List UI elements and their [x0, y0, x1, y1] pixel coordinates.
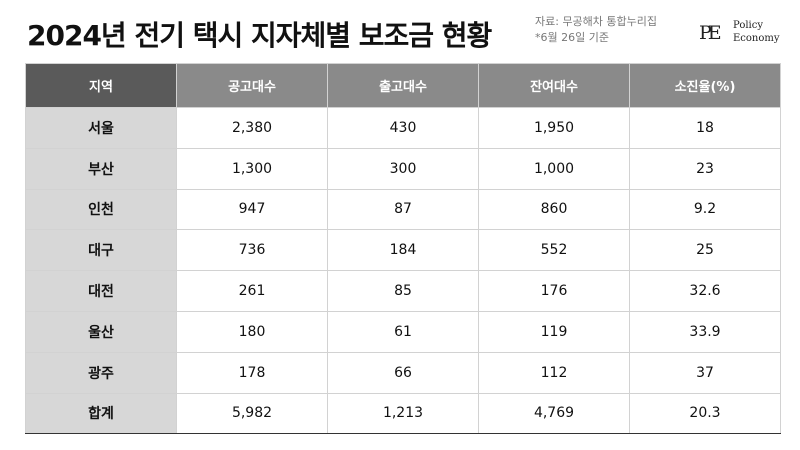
column-header-region: 지역 — [25, 63, 177, 108]
policy-economy-logo: PE Policy Economy — [699, 16, 781, 50]
table-row: 대전 261 85 176 32.6 — [25, 270, 781, 312]
delivered-cell: 300 — [327, 147, 479, 190]
subsidy-table: 지역 공고대수 출고대수 잔여대수 소진율(%) 서울 2,380 430 1,… — [25, 63, 781, 435]
remaining-cell: 176 — [478, 270, 630, 312]
delivered-cell: 87 — [327, 188, 479, 231]
delivered-cell: 66 — [327, 351, 479, 394]
column-header-remaining: 잔여대수 — [478, 63, 630, 108]
region-cell: 서울 — [25, 107, 177, 149]
rate-cell: 32.6 — [629, 270, 781, 312]
announced-cell: 947 — [176, 188, 328, 231]
logo-mark-icon: PE — [699, 22, 722, 44]
source-line: 자료: 무공해차 통합누리집 — [535, 15, 658, 28]
region-cell: 대구 — [25, 229, 177, 272]
region-cell: 광주 — [25, 351, 177, 394]
region-cell: 합계 — [25, 392, 177, 435]
announced-cell: 180 — [176, 310, 328, 353]
rate-cell: 9.2 — [629, 188, 781, 231]
table-row: 부산 1,300 300 1,000 23 — [25, 147, 781, 190]
delivered-cell: 85 — [327, 270, 479, 312]
region-cell: 부산 — [25, 147, 177, 190]
announced-cell: 5,982 — [176, 392, 328, 435]
column-header-delivered: 출고대수 — [327, 63, 479, 108]
rate-cell: 33.9 — [629, 310, 781, 353]
table-header-row: 지역 공고대수 출고대수 잔여대수 소진율(%) — [25, 63, 781, 108]
remaining-cell: 112 — [478, 351, 630, 394]
delivered-cell: 184 — [327, 229, 479, 272]
delivered-cell: 61 — [327, 310, 479, 353]
logo-text: Policy Economy — [733, 19, 780, 45]
table-row: 광주 178 66 112 37 — [25, 351, 781, 394]
region-cell: 인천 — [25, 188, 177, 231]
announced-cell: 2,380 — [176, 107, 328, 149]
header: 2024년 전기 택시 지자체별 보조금 현황 자료: 무공해차 통합누리집 *… — [0, 0, 800, 62]
rate-cell: 20.3 — [629, 392, 781, 435]
table-row: 인천 947 87 860 9.2 — [25, 188, 781, 231]
remaining-cell: 1,000 — [478, 147, 630, 190]
delivered-cell: 430 — [327, 107, 479, 149]
rate-cell: 25 — [629, 229, 781, 272]
table-row: 대구 736 184 552 25 — [25, 229, 781, 272]
announced-cell: 736 — [176, 229, 328, 272]
remaining-cell: 4,769 — [478, 392, 630, 435]
source-note: 자료: 무공해차 통합누리집 *6월 26일 기준 — [535, 14, 657, 46]
announced-cell: 261 — [176, 270, 328, 312]
region-cell: 대전 — [25, 270, 177, 312]
remaining-cell: 552 — [478, 229, 630, 272]
table-row: 울산 180 61 119 33.9 — [25, 310, 781, 353]
table-row: 서울 2,380 430 1,950 18 — [25, 107, 781, 149]
announced-cell: 1,300 — [176, 147, 328, 190]
logo-line-1: Policy — [733, 20, 763, 31]
announced-cell: 178 — [176, 351, 328, 394]
remaining-cell: 860 — [478, 188, 630, 231]
logo-line-2: Economy — [733, 33, 780, 44]
rate-cell: 37 — [629, 351, 781, 394]
rate-cell: 23 — [629, 147, 781, 190]
page-title: 2024년 전기 택시 지자체별 보조금 현황 — [27, 19, 492, 52]
rate-cell: 18 — [629, 107, 781, 149]
remaining-cell: 119 — [478, 310, 630, 353]
column-header-announced: 공고대수 — [176, 63, 328, 108]
region-cell: 울산 — [25, 310, 177, 353]
delivered-cell: 1,213 — [327, 392, 479, 435]
column-header-exhaustion-rate: 소진율(%) — [629, 63, 781, 108]
total-row: 합계 5,982 1,213 4,769 20.3 — [25, 392, 781, 435]
remaining-cell: 1,950 — [478, 107, 630, 149]
date-note: *6월 26일 기준 — [535, 31, 609, 44]
